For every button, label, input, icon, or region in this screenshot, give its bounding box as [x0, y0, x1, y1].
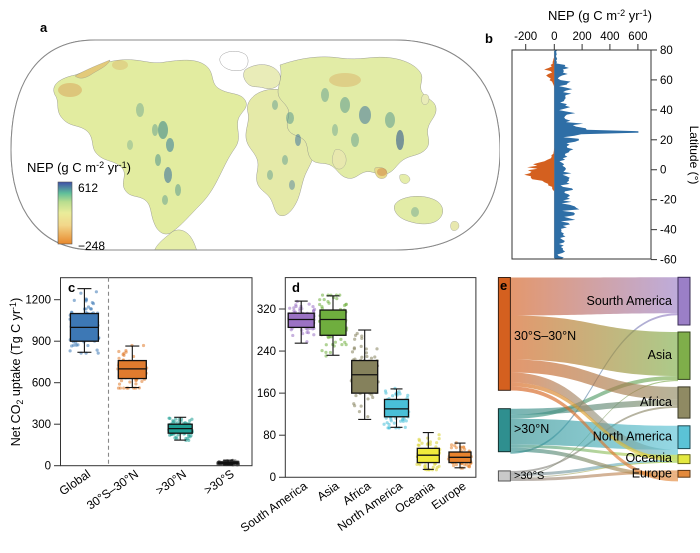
svg-text:Asia: Asia: [648, 348, 672, 362]
svg-text:Europe: Europe: [632, 467, 672, 481]
svg-text:North America: North America: [593, 430, 672, 444]
svg-text:Sourth America: Sourth America: [587, 294, 673, 308]
svg-text:Africa: Africa: [640, 395, 672, 409]
svg-text:30°S–30°N: 30°S–30°N: [514, 329, 576, 343]
svg-text:>30°S: >30°S: [514, 470, 544, 482]
svg-text:>30°N: >30°N: [514, 422, 549, 436]
svg-text:e: e: [500, 278, 507, 293]
svg-text:Oceania: Oceania: [625, 451, 672, 465]
